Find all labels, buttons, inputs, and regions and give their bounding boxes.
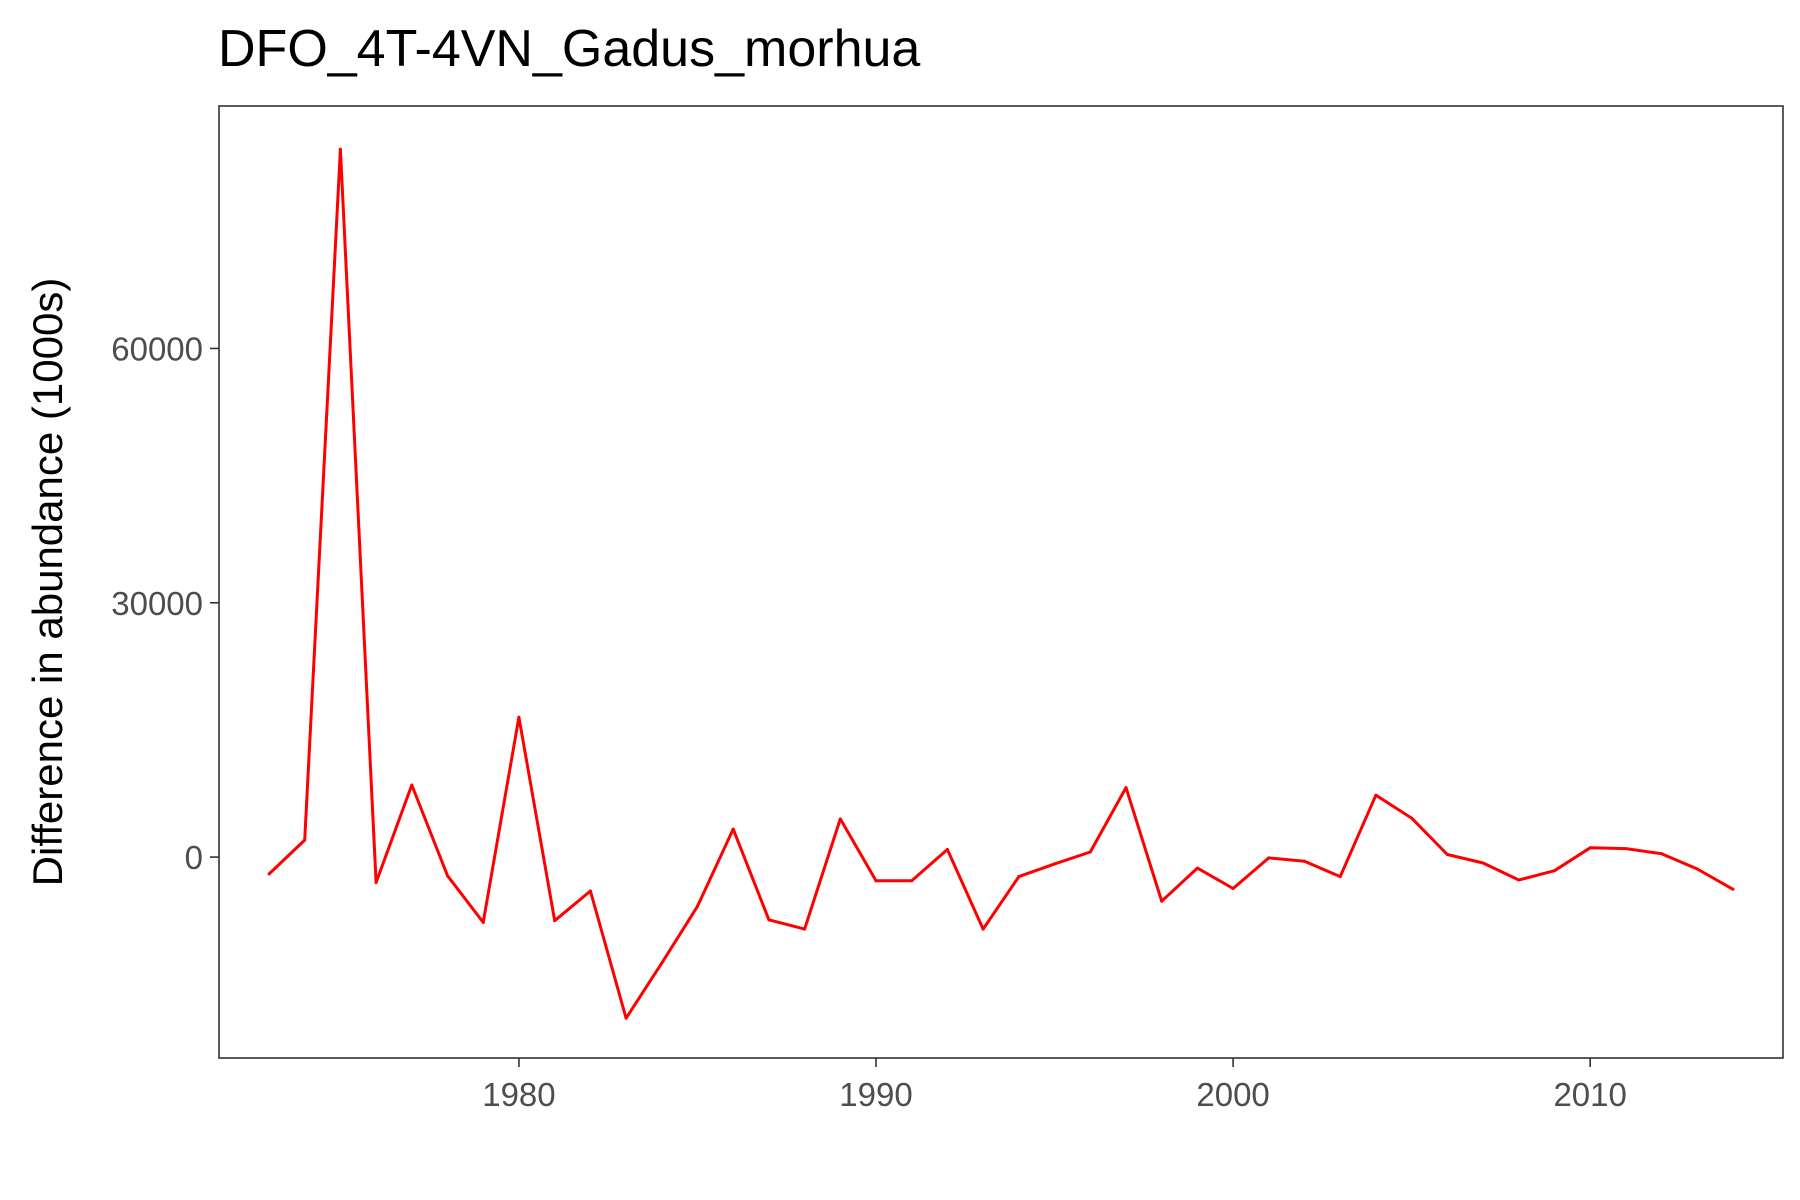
data-point-1978 <box>446 874 450 878</box>
x-tick-label-2000: 2000 <box>1196 1076 1269 1113</box>
data-point-1990 <box>874 879 878 883</box>
x-tick-label-2010: 2010 <box>1553 1076 1626 1113</box>
data-point-1981 <box>553 919 557 923</box>
data-point-1993 <box>981 927 985 931</box>
data-point-2014 <box>1731 887 1735 891</box>
data-point-1974 <box>303 838 307 842</box>
y-axis-label: Difference in abundance (1000s) <box>24 278 71 887</box>
data-point-1982 <box>588 889 592 893</box>
x-axis: 1980 1990 2000 2010 <box>482 1058 1627 1113</box>
data-point-2007 <box>1481 861 1485 865</box>
data-point-1984 <box>660 961 664 965</box>
chart-title: DFO_4T-4VN_Gadus_morhua <box>218 20 920 78</box>
data-point-1994 <box>1017 875 1021 879</box>
data-point-2008 <box>1517 878 1521 882</box>
data-point-1997 <box>1124 786 1128 790</box>
data-point-2011 <box>1624 847 1628 851</box>
data-point-2010 <box>1588 846 1592 850</box>
data-point-1977 <box>410 783 414 787</box>
data-point-2000 <box>1231 886 1235 890</box>
data-point-1988 <box>803 927 807 931</box>
x-tick-label-1980: 1980 <box>482 1076 555 1113</box>
data-point-2001 <box>1267 856 1271 860</box>
y-tick-label-30000: 30000 <box>111 585 203 622</box>
data-point-1998 <box>1160 899 1164 903</box>
data-point-1985 <box>695 904 699 908</box>
data-point-2002 <box>1303 859 1307 863</box>
data-point-1987 <box>767 918 771 922</box>
data-point-1975 <box>338 147 342 151</box>
y-tick-label-60000: 60000 <box>111 330 203 367</box>
data-point-2004 <box>1374 793 1378 797</box>
y-axis: 0 30000 60000 <box>111 330 219 876</box>
data-point-2005 <box>1410 816 1414 820</box>
data-point-1999 <box>1195 866 1199 870</box>
data-point-1989 <box>838 817 842 821</box>
x-tick-label-1990: 1990 <box>839 1076 912 1113</box>
data-point-1980 <box>517 715 521 719</box>
data-point-2006 <box>1445 853 1449 857</box>
data-point-1973 <box>267 872 271 876</box>
data-point-1983 <box>624 1016 628 1020</box>
series-layer <box>267 147 1735 1020</box>
y-tick-label-0: 0 <box>185 839 203 876</box>
data-point-1996 <box>1088 850 1092 854</box>
data-point-1992 <box>945 847 949 851</box>
data-point-2012 <box>1660 852 1664 856</box>
data-point-1979 <box>481 920 485 924</box>
plot-panel <box>218 105 1784 1059</box>
data-point-1986 <box>731 827 735 831</box>
series-line-0 <box>267 147 1734 1020</box>
data-point-2009 <box>1552 869 1556 873</box>
data-point-1976 <box>374 881 378 885</box>
data-point-2013 <box>1695 867 1699 871</box>
data-point-1991 <box>910 879 914 883</box>
data-point-2003 <box>1338 875 1342 879</box>
data-point-1995 <box>1053 862 1057 866</box>
